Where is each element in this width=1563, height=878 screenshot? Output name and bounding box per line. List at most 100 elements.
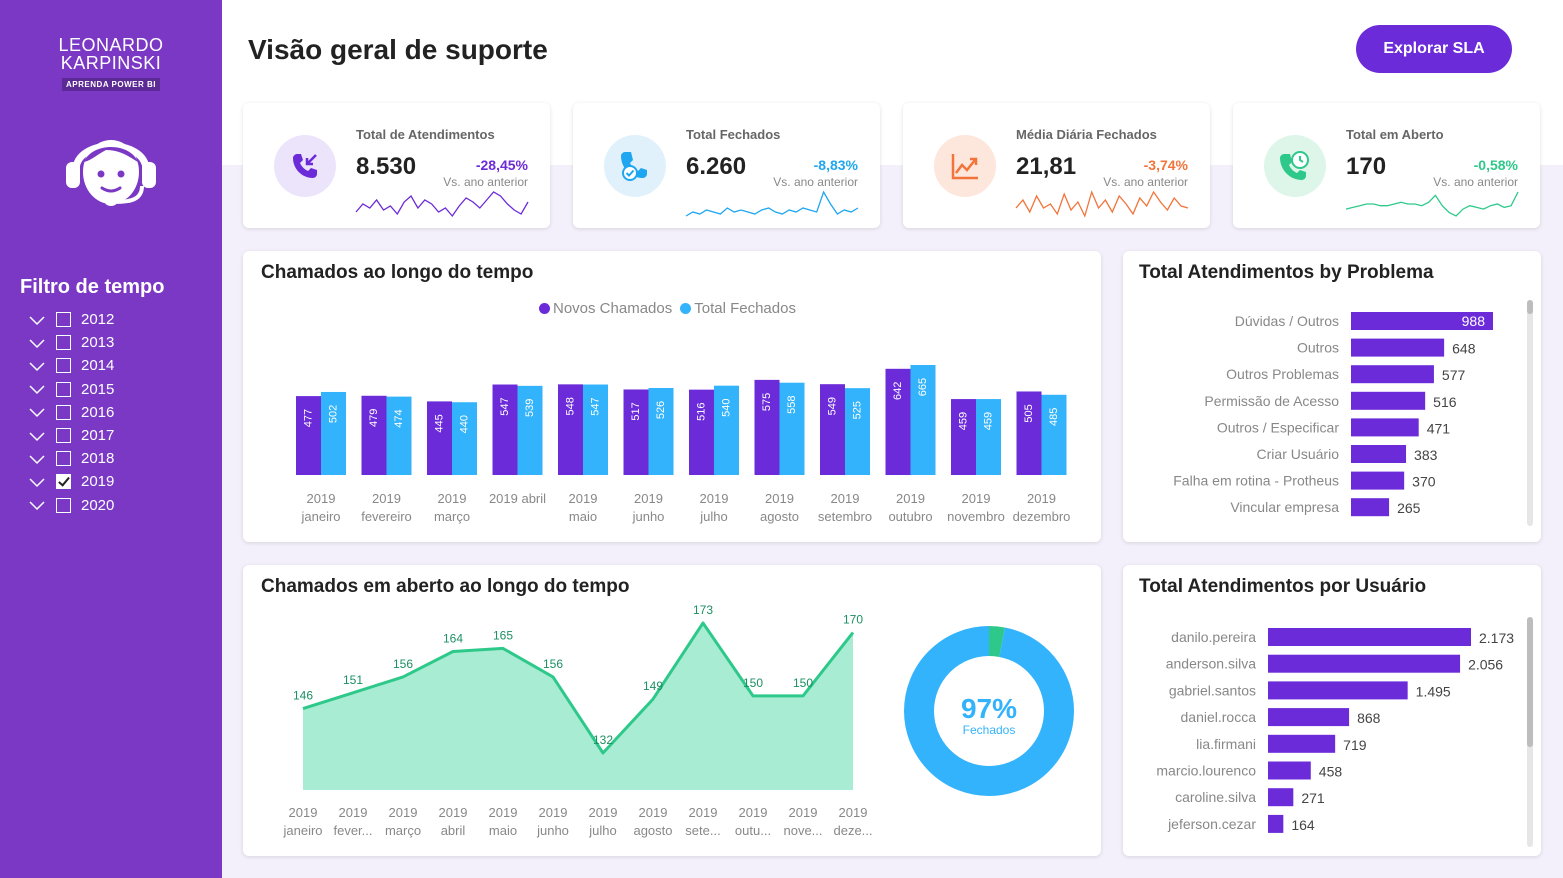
year-filter-item-2014[interactable]: 2014 bbox=[28, 354, 114, 377]
year-checkbox[interactable] bbox=[56, 381, 71, 397]
bar-fechados[interactable] bbox=[386, 396, 412, 475]
point-data-label: 165 bbox=[493, 628, 513, 642]
bar-data-label: 516 bbox=[1433, 394, 1457, 410]
bar-novos[interactable] bbox=[754, 379, 780, 475]
phone-check-icon bbox=[604, 135, 666, 197]
legend-dot-icon bbox=[539, 303, 550, 314]
kpi-title: Total em Aberto bbox=[1346, 127, 1444, 142]
chevron-down-icon[interactable] bbox=[28, 383, 46, 395]
bar-fechados[interactable] bbox=[779, 382, 805, 475]
kpi-value: 170 bbox=[1346, 153, 1387, 180]
bar-data-label: 547 bbox=[499, 397, 511, 415]
year-checkbox[interactable] bbox=[56, 358, 71, 374]
hbar[interactable] bbox=[1351, 418, 1419, 437]
point-data-label: 156 bbox=[543, 657, 563, 671]
usuario-scrollbar[interactable] bbox=[1527, 617, 1533, 847]
bar-fechados[interactable] bbox=[1041, 394, 1067, 475]
hbar[interactable] bbox=[1351, 471, 1405, 490]
category-label: Falha em rotina - Protheus bbox=[1173, 473, 1339, 489]
x-tick-label: janeiro bbox=[300, 509, 340, 524]
kpi-comparison-label: Vs. ano anterior bbox=[1433, 175, 1518, 189]
problema-scrollbar-thumb[interactable] bbox=[1527, 300, 1533, 314]
hbar[interactable] bbox=[1351, 391, 1426, 410]
donut-slice-fechados[interactable] bbox=[904, 626, 1074, 796]
year-filter-item-2015[interactable]: 2015 bbox=[28, 378, 114, 401]
hbar[interactable] bbox=[1268, 681, 1408, 700]
bar-novos[interactable] bbox=[820, 384, 845, 475]
bar-fechados[interactable] bbox=[714, 385, 739, 475]
bar-novos[interactable] bbox=[296, 396, 321, 475]
year-filter-item-2012[interactable]: 2012 bbox=[28, 308, 114, 331]
chevron-down-icon[interactable] bbox=[28, 314, 46, 326]
bar-fechados[interactable] bbox=[517, 385, 543, 475]
x-tick-label: outu... bbox=[735, 823, 771, 838]
year-filter-item-2020[interactable]: 2020 bbox=[28, 494, 114, 517]
usuario-chart: danilo.pereira 2.173 anderson.silva 2.056 ga… bbox=[1156, 628, 1514, 833]
chevron-down-icon[interactable] bbox=[28, 337, 46, 349]
bar-novos[interactable] bbox=[492, 384, 518, 475]
bar-fechados[interactable] bbox=[976, 399, 1001, 475]
brand-logo: LEONARDO KARPINSKI APRENDA POWER BI bbox=[0, 36, 222, 91]
year-checkbox[interactable] bbox=[56, 474, 71, 490]
category-label: lia.firmani bbox=[1196, 736, 1256, 752]
chevron-down-icon[interactable] bbox=[28, 499, 46, 511]
kpi-value: 21,81 bbox=[1016, 153, 1077, 180]
year-checkbox[interactable] bbox=[56, 428, 71, 444]
bar-fechados[interactable] bbox=[452, 402, 477, 475]
bar-fechados[interactable] bbox=[648, 387, 674, 475]
hbar[interactable] bbox=[1351, 338, 1445, 357]
legend-item-novos[interactable]: Novos Chamados bbox=[539, 300, 672, 317]
bar-novos[interactable] bbox=[558, 384, 583, 475]
chevron-down-icon[interactable] bbox=[28, 360, 46, 372]
year-checkbox[interactable] bbox=[56, 404, 71, 420]
year-label: 2018 bbox=[81, 450, 115, 468]
usuario-scrollbar-thumb[interactable] bbox=[1527, 617, 1533, 747]
bar-fechados[interactable] bbox=[321, 391, 346, 475]
chevron-down-icon[interactable] bbox=[28, 453, 46, 465]
year-checkbox[interactable] bbox=[56, 451, 71, 467]
bar-novos[interactable] bbox=[951, 399, 976, 475]
hbar[interactable] bbox=[1268, 654, 1461, 673]
year-checkbox[interactable] bbox=[56, 497, 71, 513]
hbar[interactable] bbox=[1351, 365, 1434, 384]
bar-novos[interactable] bbox=[623, 389, 649, 475]
hbar[interactable] bbox=[1268, 708, 1350, 727]
chevron-down-icon[interactable] bbox=[28, 406, 46, 418]
year-filter-item-2013[interactable]: 2013 bbox=[28, 331, 114, 354]
hbar[interactable] bbox=[1351, 312, 1493, 330]
year-checkbox[interactable] bbox=[56, 335, 71, 351]
bar-novos[interactable] bbox=[427, 401, 452, 475]
bar-novos[interactable] bbox=[361, 395, 387, 475]
bar-data-label: 539 bbox=[524, 399, 536, 417]
hbar[interactable] bbox=[1268, 814, 1284, 833]
chevron-down-icon[interactable] bbox=[28, 430, 46, 442]
year-filter-item-2016[interactable]: 2016 bbox=[28, 401, 114, 424]
area-line[interactable] bbox=[302, 621, 855, 755]
bar-novos[interactable] bbox=[1016, 391, 1042, 475]
x-tick-label: 2019 bbox=[1027, 491, 1056, 506]
year-filter-item-2019[interactable]: 2019 bbox=[28, 470, 114, 493]
hbar[interactable] bbox=[1268, 761, 1311, 780]
bar-novos[interactable] bbox=[689, 389, 714, 475]
bar-novos[interactable] bbox=[885, 368, 911, 475]
bar-data-label: 265 bbox=[1397, 500, 1421, 516]
hbar[interactable] bbox=[1268, 734, 1336, 753]
year-filter-item-2017[interactable]: 2017 bbox=[28, 424, 114, 447]
hbar[interactable] bbox=[1268, 788, 1294, 807]
chevron-down-icon[interactable] bbox=[28, 476, 46, 488]
year-filter-item-2018[interactable]: 2018 bbox=[28, 447, 114, 470]
hbar[interactable] bbox=[1351, 498, 1390, 517]
fechados-donut-chart bbox=[904, 626, 1074, 796]
problema-scrollbar[interactable] bbox=[1527, 300, 1533, 526]
category-label: gabriel.santos bbox=[1169, 682, 1256, 698]
legend-item-fechados[interactable]: Total Fechados bbox=[680, 300, 796, 317]
bar-fechados[interactable] bbox=[583, 384, 608, 475]
bar-fechados[interactable] bbox=[910, 365, 936, 475]
hbar[interactable] bbox=[1268, 628, 1471, 646]
x-tick-label: maio bbox=[569, 509, 597, 524]
explore-sla-button[interactable]: Explorar SLA bbox=[1356, 25, 1512, 73]
hbar[interactable] bbox=[1351, 445, 1407, 463]
x-tick-label: agosto bbox=[633, 823, 672, 838]
year-checkbox[interactable] bbox=[56, 312, 71, 328]
bar-fechados[interactable] bbox=[845, 388, 870, 475]
